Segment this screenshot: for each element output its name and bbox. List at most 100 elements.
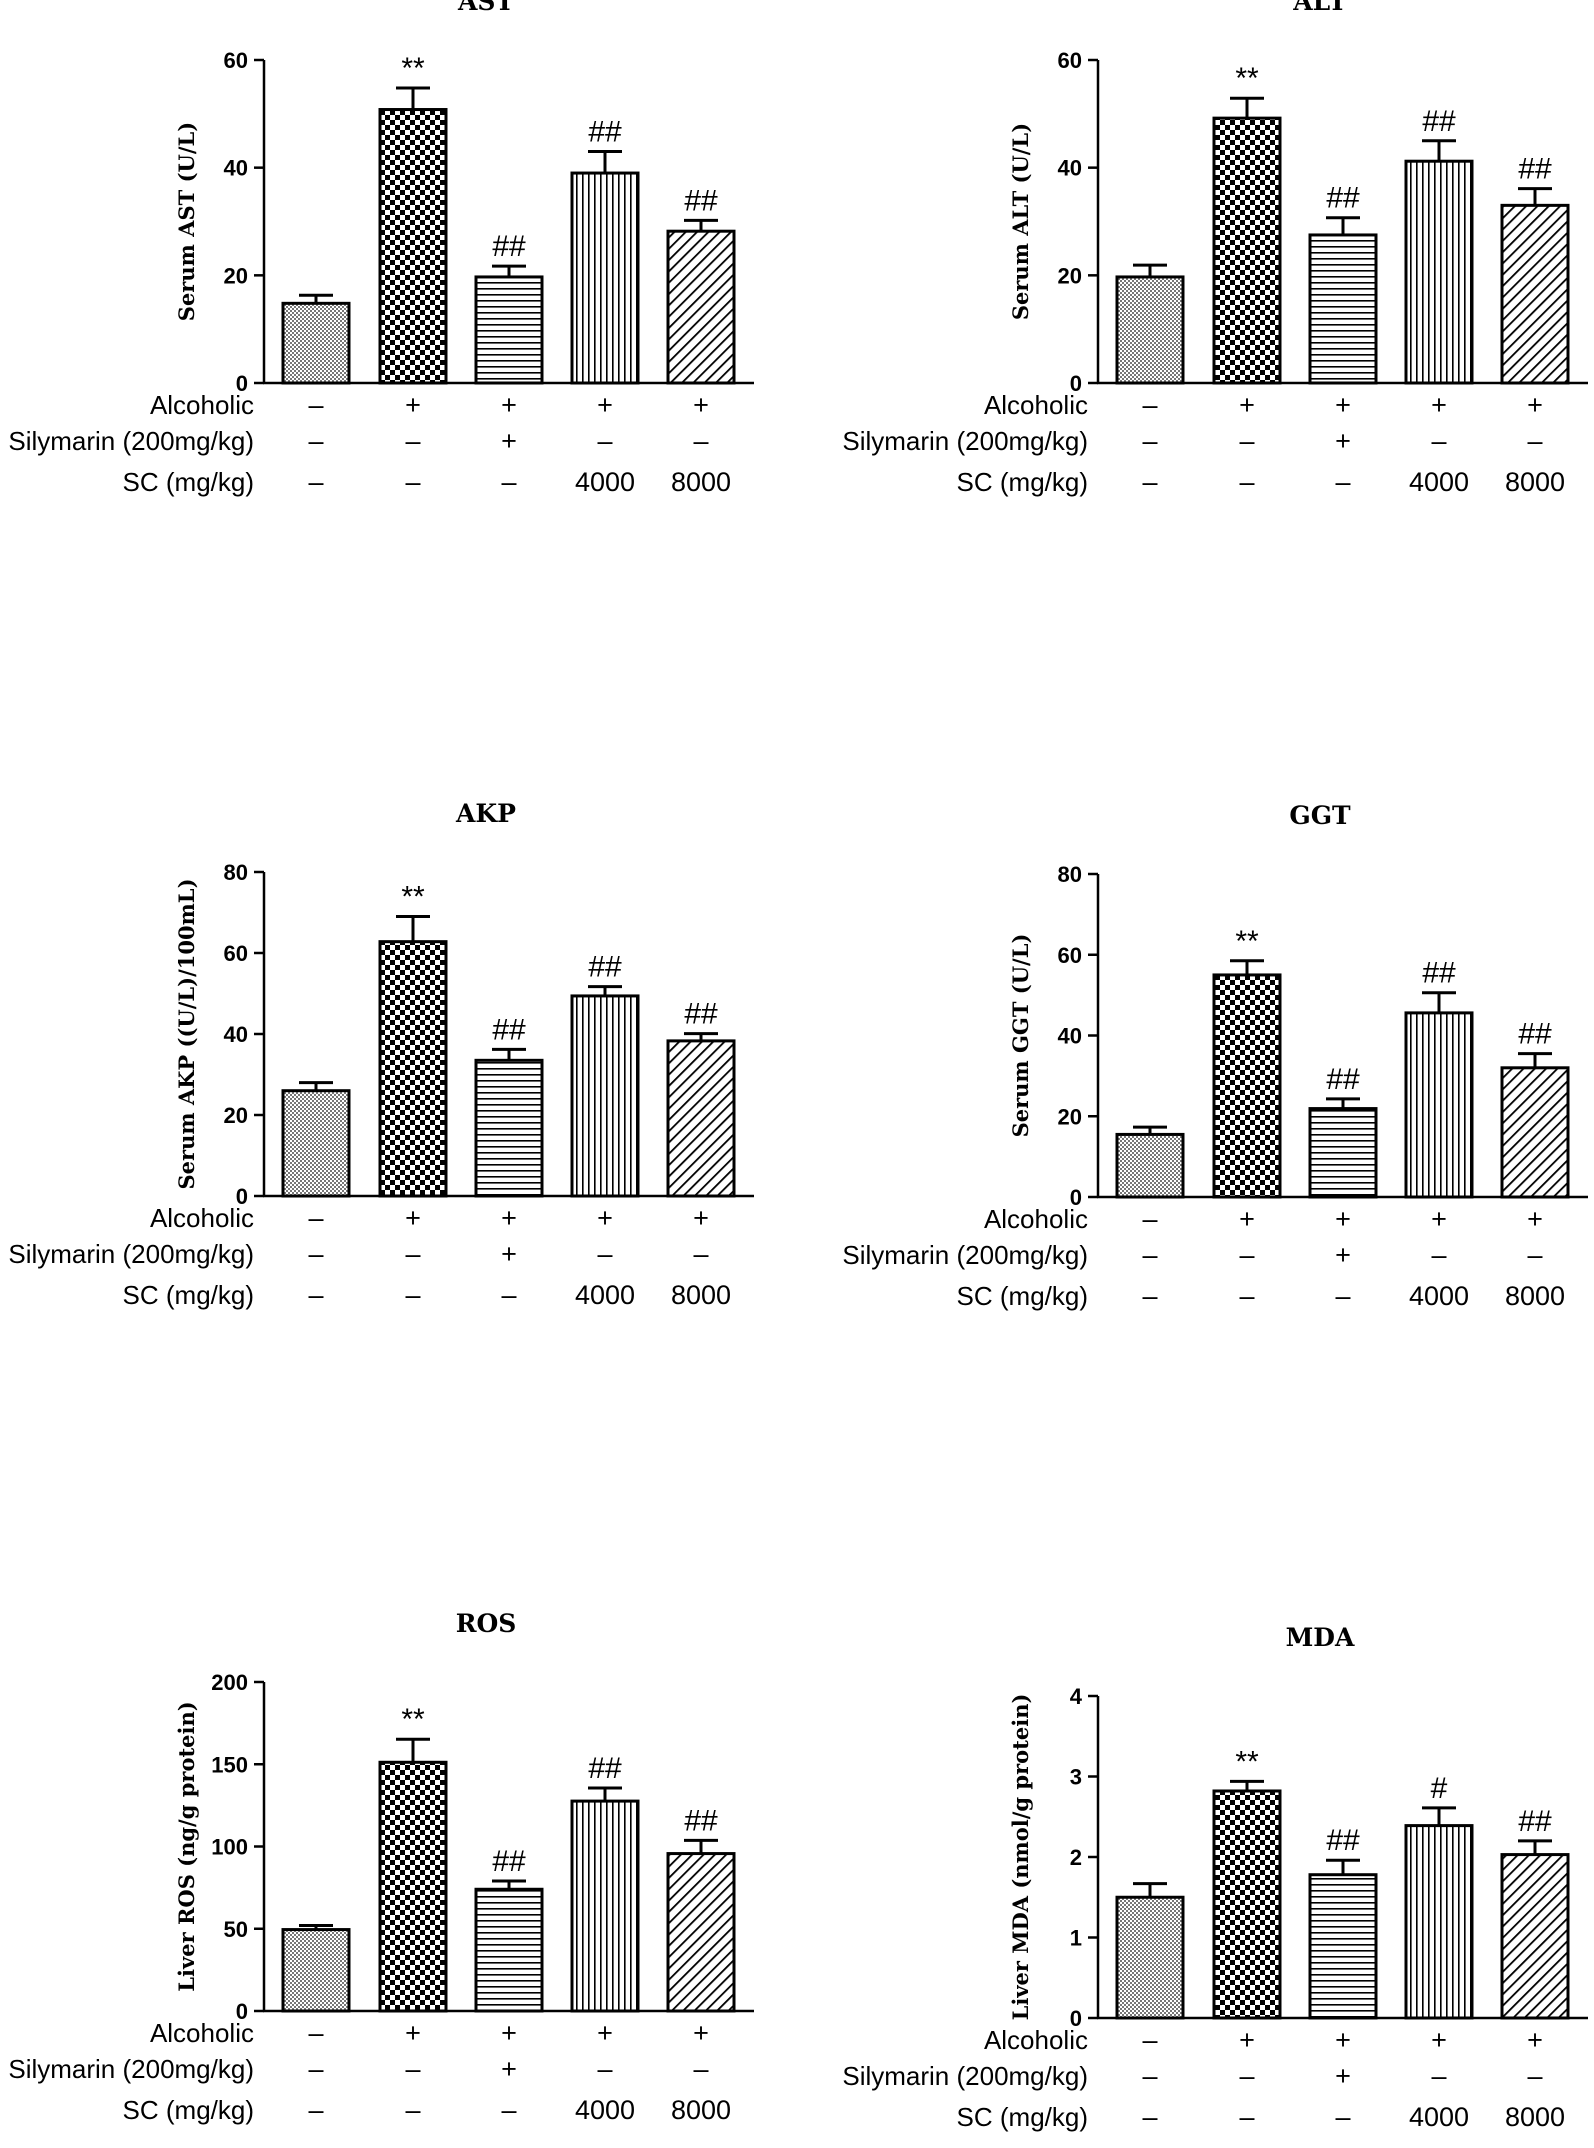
treatment-cell: + [1335,426,1351,456]
y-tick-label: 4 [1070,1684,1083,1709]
treatment-row-label: SC (mg/kg) [957,1281,1088,1311]
treatment-cell: + [693,390,709,420]
treatment-cell: – [308,2018,323,2048]
treatment-cell: – [597,2054,612,2084]
treatment-cell: – [1527,1240,1542,1270]
chart-title: ROS [456,1609,517,1638]
treatment-cell: – [1431,426,1446,456]
y-axis-label: Liver MDA (nmol/g protein) [1008,1694,1033,2021]
treatment-cell: – [597,426,612,456]
treatment-cell: – [1239,2061,1254,2091]
treatment-cell: + [597,2018,613,2048]
bar [1212,1789,1282,2020]
bar [474,1887,544,2013]
treatment-row-label: SC (mg/kg) [957,467,1088,497]
y-tick-label: 1 [1070,1926,1082,1951]
treatment-cell: + [1239,1204,1255,1234]
treatment-cell: 8000 [671,1280,731,1310]
significance-label: ## [684,998,718,1031]
treatment-cell: – [405,2095,420,2125]
treatment-cell: + [597,1203,613,1233]
significance-label: ## [684,184,718,217]
treatment-row-label: Silymarin (200mg/kg) [842,1240,1088,1270]
y-tick-label: 0 [236,1999,248,2024]
bar [1115,1895,1185,2020]
significance-label: ## [492,1845,526,1878]
significance-label: ## [1326,1824,1360,1857]
significance-label: ## [1326,182,1360,215]
significance-label: ** [1235,62,1259,95]
treatment-cell: + [501,1203,517,1233]
treatment-cell: + [501,390,517,420]
y-tick-label: 3 [1070,1765,1082,1790]
treatment-cell: + [1335,390,1351,420]
treatment-cell: 4000 [1409,1281,1469,1311]
treatment-row-label: Silymarin (200mg/kg) [8,2054,254,2084]
treatment-cell: 4000 [575,1280,635,1310]
treatment-row-label: Alcoholic [984,390,1088,420]
treatment-cell: – [501,1280,516,1310]
y-tick-label: 0 [1070,371,1082,396]
treatment-cell: + [501,1239,517,1269]
significance-label: ## [588,951,622,984]
treatment-row-label: Silymarin (200mg/kg) [842,2061,1088,2091]
bar [1212,973,1282,1199]
treatment-cell: + [1527,390,1543,420]
treatment-cell: – [1335,1281,1350,1311]
bar [1308,1873,1378,2020]
y-axis-label: Serum AKP ((U/L)/100mL) [174,878,199,1189]
treatment-cell: – [405,426,420,456]
treatment-cell: – [693,426,708,456]
treatment-cell: – [597,1239,612,1269]
treatment-cell: – [1142,2061,1157,2091]
bar [666,229,736,385]
chart-title: GGT [1289,801,1351,830]
y-tick-label: 60 [1058,943,1082,968]
significance-label: ** [401,52,425,85]
treatment-cell: + [1335,1204,1351,1234]
treatment-row-label: Alcoholic [150,1203,254,1233]
treatment-cell: – [693,1239,708,1269]
treatment-cell: – [405,2054,420,2084]
treatment-cell: – [1335,2102,1350,2132]
treatment-row-label: SC (mg/kg) [123,467,254,497]
treatment-cell: + [405,2018,421,2048]
treatment-row-label: SC (mg/kg) [123,2095,254,2125]
bar [281,1928,351,2013]
bar [1404,1824,1474,2020]
treatment-cell: – [405,1239,420,1269]
significance-label: # [1431,1772,1448,1805]
treatment-cell: – [1527,2061,1542,2091]
bar [1308,1107,1378,1199]
y-axis-label: Serum AST (U/L) [174,122,199,321]
significance-label: ## [684,1804,718,1837]
bar [570,994,640,1198]
treatment-cell: + [501,2054,517,2084]
treatment-row-label: Silymarin (200mg/kg) [8,1239,254,1269]
treatment-cell: 8000 [1505,2102,1565,2132]
y-tick-label: 40 [224,156,248,181]
treatment-row-label: SC (mg/kg) [123,1280,254,1310]
y-tick-label: 60 [224,48,248,73]
treatment-cell: + [1431,390,1447,420]
significance-label: ## [1518,153,1552,186]
y-tick-label: 200 [211,1670,248,1695]
y-axis-label: Serum ALT (U/L) [1008,123,1033,320]
bar [1115,1132,1185,1199]
treatment-cell: – [1142,1281,1157,1311]
treatment-cell: + [1431,2025,1447,2055]
y-tick-label: 80 [1058,862,1082,887]
significance-label: ## [492,1013,526,1046]
treatment-cell: + [501,2018,517,2048]
bar [281,301,351,385]
significance-label: ## [1422,105,1456,138]
treatment-cell: – [1335,467,1350,497]
treatment-cell: – [308,390,323,420]
panel-ggt: GGT Serum GGT (U/L) 0 20 40 60 80 ** ## ## ## Alcoh… [842,801,1588,1311]
treatment-row-label: SC (mg/kg) [957,2102,1088,2132]
bar [570,1799,640,2013]
treatment-cell: – [308,1239,323,1269]
treatment-cell: – [308,1203,323,1233]
y-tick-label: 40 [224,1022,248,1047]
